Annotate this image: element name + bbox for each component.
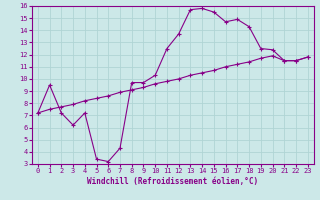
X-axis label: Windchill (Refroidissement éolien,°C): Windchill (Refroidissement éolien,°C) [87, 177, 258, 186]
